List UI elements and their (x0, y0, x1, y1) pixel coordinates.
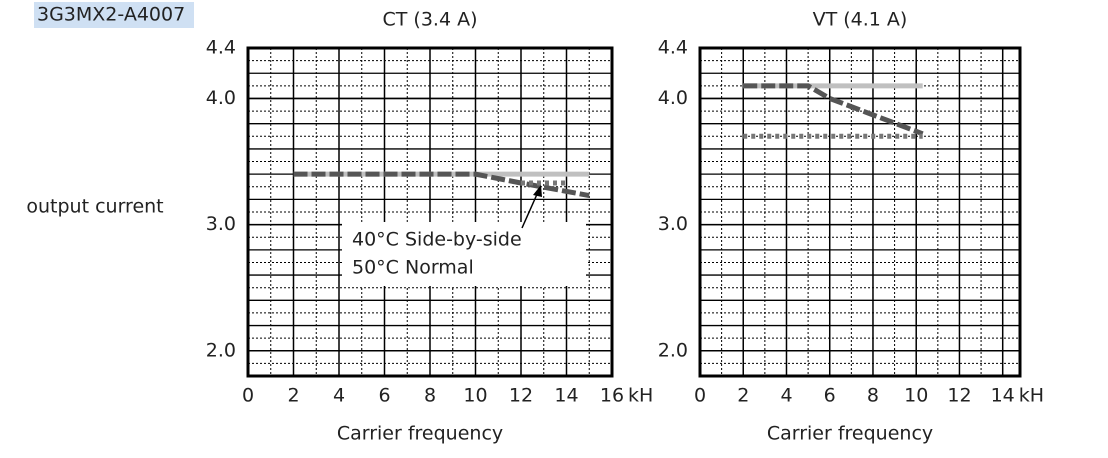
x-tick-label: 12 (509, 385, 533, 407)
y-tick-label: 4.4 (206, 37, 236, 59)
x-axis-label: Carrier frequency (337, 423, 503, 445)
x-unit: kH (1019, 385, 1044, 407)
x-tick-label: 8 (867, 385, 879, 407)
y-tick-label: 4.4 (658, 37, 688, 59)
y-axis-label: output current (26, 196, 163, 218)
annotation-box (342, 222, 586, 286)
x-tick-label: 12 (947, 385, 971, 407)
y-tick-label: 3.0 (658, 213, 688, 235)
annotation-arrow (521, 191, 539, 229)
x-tick-label: 14 (991, 385, 1015, 407)
x-tick-label: 4 (333, 385, 345, 407)
y-tick-label: 3.0 (206, 213, 236, 235)
x-tick-label: 14 (554, 385, 578, 407)
chart-title: CT (3.4 A) (383, 9, 478, 31)
x-axis-label: Carrier frequency (767, 423, 933, 445)
x-unit: kH (628, 385, 653, 407)
x-tick-label: 10 (463, 385, 487, 407)
x-tick-label: 2 (287, 385, 299, 407)
x-tick-label: 0 (694, 385, 706, 407)
legend-label: 40°C Side-by-side (352, 229, 522, 251)
annotation-arrowhead (533, 185, 542, 197)
x-tick-label: 6 (824, 385, 836, 407)
header: 3G3MX2-A4007 (37, 4, 185, 26)
series-line (743, 83, 924, 137)
y-tick-label: 4.0 (206, 87, 236, 109)
x-tick-label: 4 (780, 385, 792, 407)
y-tick-label: 2.0 (206, 339, 236, 361)
header-highlight (34, 2, 194, 28)
x-tick-label: 6 (378, 385, 390, 407)
y-tick-label: 2.0 (658, 339, 688, 361)
plot-frame (246, 46, 614, 378)
x-tick-label: 16 (600, 385, 624, 407)
legend-label: 50°C Normal (352, 257, 474, 279)
x-tick-label: 10 (904, 385, 928, 407)
series-line (293, 171, 590, 199)
y-tick-label: 4.0 (658, 87, 688, 109)
plot-frame (698, 46, 1022, 378)
x-tick-label: 0 (242, 385, 254, 407)
x-tick-label: 8 (424, 385, 436, 407)
x-tick-label: 2 (737, 385, 749, 407)
chart-title: VT (4.1 A) (813, 9, 908, 31)
